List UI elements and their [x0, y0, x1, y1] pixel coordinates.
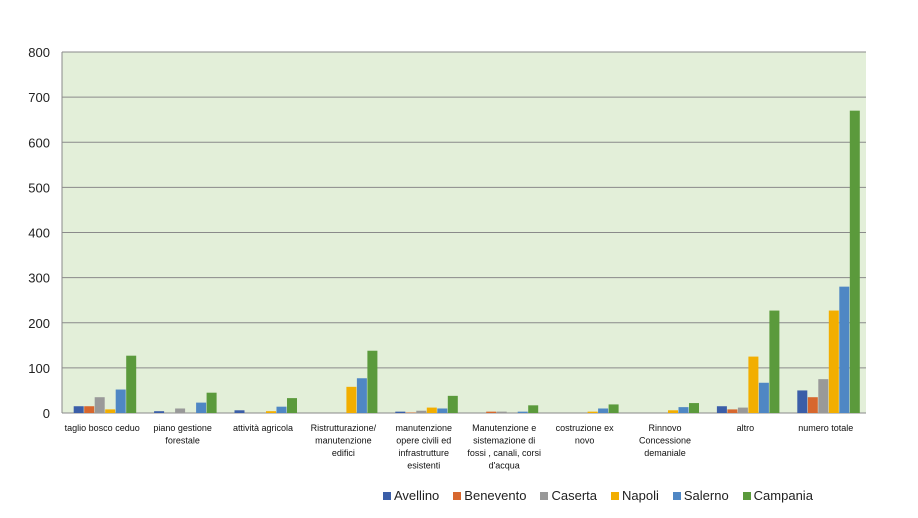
- x-tick-label: fossi , canali, corsi: [467, 448, 541, 458]
- bar-salerno-6: [598, 408, 608, 413]
- x-tick-label: sistemazione di: [473, 436, 535, 446]
- bar-campania-4: [448, 396, 458, 413]
- legend-swatch: [743, 492, 751, 500]
- bar-caserta-4: [416, 411, 426, 413]
- y-tick-label: 800: [28, 45, 50, 60]
- bar-napoli-2: [266, 411, 276, 413]
- bar-campania-5: [528, 405, 538, 413]
- bar-napoli-0: [105, 409, 115, 413]
- legend-label: Benevento: [464, 488, 526, 503]
- y-tick-label: 600: [28, 135, 50, 150]
- bar-napoli-8: [748, 357, 758, 413]
- legend-item-napoli: Napoli: [611, 488, 659, 503]
- legend-item-salerno: Salerno: [673, 488, 729, 503]
- bar-campania-8: [769, 311, 779, 413]
- bar-campania-6: [609, 404, 619, 413]
- bar-napoli-3: [346, 387, 356, 413]
- x-tick-label: opere civili ed: [396, 436, 451, 446]
- bar-avellino-2: [235, 410, 245, 413]
- bar-campania-1: [207, 393, 217, 413]
- legend-swatch: [673, 492, 681, 500]
- bar-napoli-9: [829, 311, 839, 413]
- bar-salerno-5: [518, 412, 528, 413]
- bar-salerno-7: [679, 407, 689, 413]
- bar-salerno-2: [277, 407, 287, 413]
- legend-label: Caserta: [551, 488, 597, 503]
- x-tick-label: piano gestione: [153, 423, 212, 433]
- x-tick-label: taglio bosco ceduo: [65, 423, 140, 433]
- bar-campania-2: [287, 398, 297, 413]
- bar-avellino-9: [797, 390, 807, 413]
- x-tick-label: forestale: [165, 436, 200, 446]
- y-tick-label: 400: [28, 226, 50, 241]
- legend-item-campania: Campania: [743, 488, 813, 503]
- x-tick-label: Rinnovo: [648, 423, 681, 433]
- bar-napoli-7: [668, 410, 678, 413]
- bar-salerno-3: [357, 378, 367, 413]
- y-tick-label: 0: [43, 406, 50, 421]
- bar-benevento-9: [808, 397, 818, 413]
- x-tick-label: edifici: [332, 448, 355, 458]
- bar-napoli-6: [588, 412, 598, 413]
- bar-salerno-1: [196, 403, 206, 413]
- y-tick-label: 100: [28, 361, 50, 376]
- legend-swatch: [611, 492, 619, 500]
- x-tick-label: Ristrutturazione/: [311, 423, 377, 433]
- bar-campania-7: [689, 403, 699, 413]
- bar-campania-3: [367, 351, 377, 413]
- bar-campania-0: [126, 356, 136, 413]
- x-tick-label: novo: [575, 436, 595, 446]
- bar-benevento-5: [486, 412, 496, 413]
- legend-label: Campania: [754, 488, 813, 503]
- bar-caserta-0: [95, 397, 105, 413]
- y-tick-label: 300: [28, 271, 50, 286]
- x-tick-label: infrastrutture: [399, 448, 450, 458]
- x-tick-label: altro: [737, 423, 755, 433]
- legend-item-avellino: Avellino: [383, 488, 439, 503]
- bar-avellino-1: [154, 411, 164, 413]
- bar-avellino-4: [395, 412, 405, 413]
- legend-label: Salerno: [684, 488, 729, 503]
- bar-salerno-4: [437, 408, 447, 413]
- bar-caserta-9: [818, 379, 828, 413]
- x-tick-label: attività agricola: [233, 423, 293, 433]
- x-tick-label: numero totale: [798, 423, 853, 433]
- x-tick-label: Concessione: [639, 436, 691, 446]
- y-tick-label: 700: [28, 90, 50, 105]
- x-tick-label: manutenzione: [396, 423, 453, 433]
- bar-salerno-9: [839, 287, 849, 413]
- x-tick-label: esistenti: [407, 461, 440, 471]
- x-tick-label: d'acqua: [489, 461, 520, 471]
- bar-salerno-0: [116, 390, 126, 413]
- y-tick-label: 200: [28, 316, 50, 331]
- x-tick-label: manutenzione: [315, 436, 372, 446]
- bar-caserta-5: [497, 412, 507, 413]
- legend-swatch: [453, 492, 461, 500]
- legend-label: Avellino: [394, 488, 439, 503]
- legend-item-benevento: Benevento: [453, 488, 526, 503]
- bar-campania-9: [850, 111, 860, 413]
- bar-avellino-8: [717, 406, 727, 413]
- bar-avellino-0: [74, 406, 84, 413]
- legend-item-caserta: Caserta: [540, 488, 597, 503]
- bar-salerno-8: [759, 383, 769, 413]
- bar-benevento-8: [727, 409, 737, 413]
- bar-caserta-8: [738, 408, 748, 413]
- x-tick-label: costruzione ex: [556, 423, 615, 433]
- y-tick-label: 500: [28, 180, 50, 195]
- legend-label: Napoli: [622, 488, 659, 503]
- legend-swatch: [540, 492, 548, 500]
- bar-napoli-4: [427, 408, 437, 413]
- legend-swatch: [383, 492, 391, 500]
- bar-benevento-0: [84, 406, 94, 413]
- x-tick-label: Manutenzione e: [472, 423, 536, 433]
- bar-caserta-1: [175, 408, 185, 413]
- legend: Avellino Benevento Caserta Napoli Salerno Cam…: [383, 488, 827, 503]
- x-tick-label: demaniale: [644, 448, 686, 458]
